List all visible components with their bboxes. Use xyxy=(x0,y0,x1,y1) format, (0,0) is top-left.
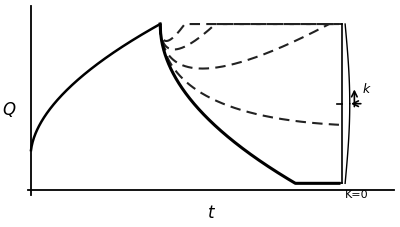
Text: K=0: K=0 xyxy=(345,190,369,200)
Text: Q: Q xyxy=(3,101,16,118)
Text: t: t xyxy=(208,204,214,222)
Text: k: k xyxy=(362,83,369,96)
